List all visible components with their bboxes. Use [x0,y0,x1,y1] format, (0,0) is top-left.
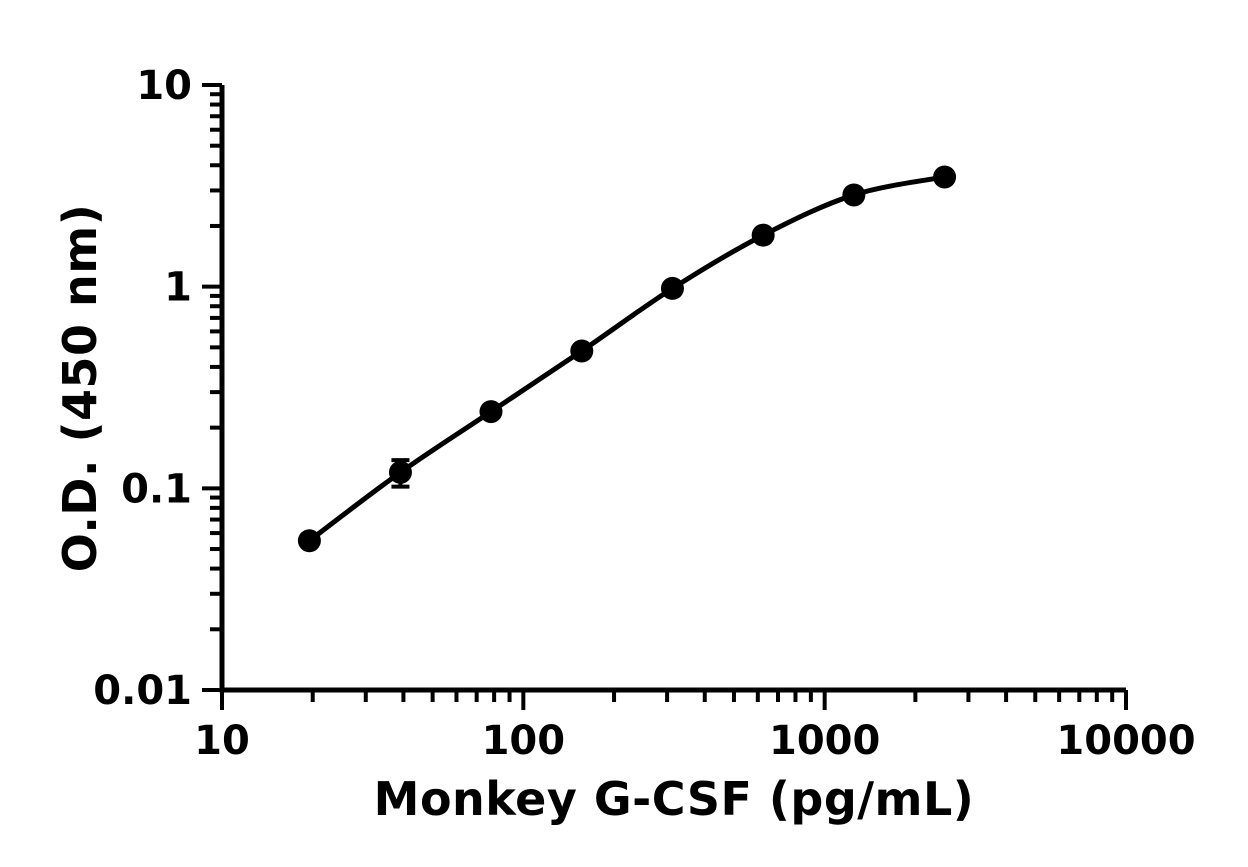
y-tick-label: 0.01 [93,668,192,714]
data-point [479,400,503,424]
x-tick-label: 100 [482,718,566,764]
y-tick-label: 0.1 [121,466,192,512]
x-tick-label: 10000 [1056,718,1195,764]
x-axis-title: Monkey G-CSF (pg/mL) [373,772,975,826]
data-point [388,460,412,484]
y-tick-label: 10 [136,63,192,109]
data-point [297,529,321,553]
x-tick-label: 1000 [769,718,880,764]
data-point [751,223,775,247]
x-tick-label: 10 [194,718,250,764]
data-point [933,165,957,189]
y-tick-label: 1 [164,265,192,311]
data-point [842,183,866,207]
data-point [660,276,684,300]
data-point [570,339,594,363]
axis-lines [219,85,1126,693]
y-axis-title: O.D. (450 nm) [53,203,107,573]
